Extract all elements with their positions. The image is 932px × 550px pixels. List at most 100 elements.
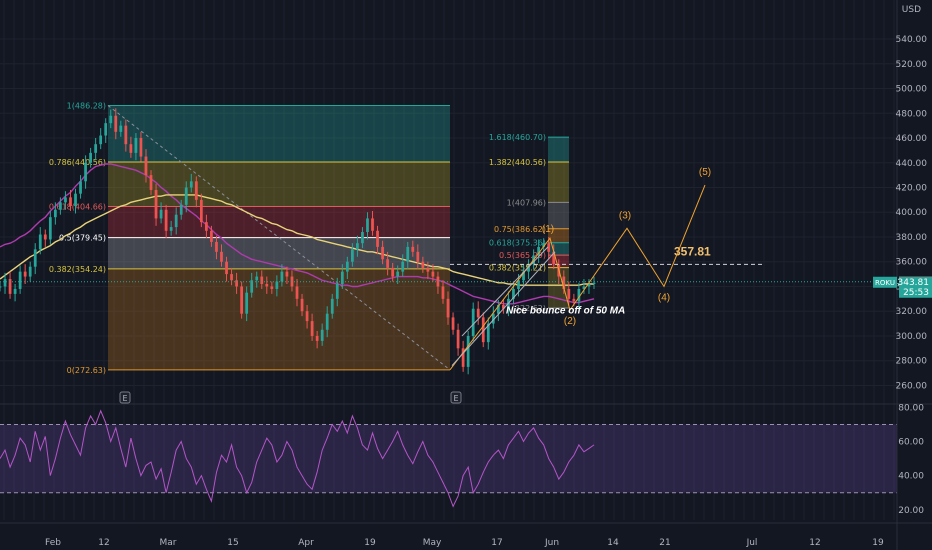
candle-body [431,271,435,277]
candle-body [280,271,284,282]
price-tick-label: 500.00 [896,85,928,95]
candle-body [315,335,319,341]
candle-body [527,264,530,272]
candle-body [199,199,203,223]
rsi-pane [0,409,897,508]
candle-body [461,348,465,367]
candle-body [441,286,445,299]
time-tick-label: 12 [98,538,109,548]
candle-body [270,286,274,289]
candle-body [184,187,188,205]
fib-zone-right [548,162,569,203]
price-tick-label: 380.00 [896,233,928,243]
candle-body [401,261,405,272]
candle-body [351,249,354,262]
candle-body [255,276,259,281]
candle-body [164,209,168,231]
wave-label: (4) [658,292,670,303]
candle-body [305,311,309,322]
candle-body [215,241,218,252]
candle-body [356,243,359,250]
candle-body [376,230,379,247]
currency-label: USD [902,5,921,15]
price-tick-label: 520.00 [896,60,928,70]
candle-body [109,115,113,124]
elliott-wave-path [449,184,706,371]
rsi-line [0,409,595,508]
candle-body [340,271,344,284]
candle-body [154,189,158,219]
time-tick-label: 14 [607,538,619,548]
candle-body [325,313,329,330]
candle-body [406,246,410,262]
candle-body [245,292,249,314]
candle-body [330,298,334,314]
candle-body [129,144,133,153]
candle-body [250,280,254,293]
candle-body [0,286,2,288]
price-tick-label: 420.00 [896,183,928,193]
candle-body [582,286,586,289]
fib-zone-left [108,237,450,269]
candle-body [542,243,546,247]
candle-body [33,249,37,267]
fib-zone-right [548,137,569,163]
time-tick-label: 21 [659,538,670,548]
price-tick-label: 400.00 [896,208,928,218]
candle-body [300,298,304,312]
candle-body [426,267,430,272]
fib-trend-line [107,105,451,371]
time-tick-label: 12 [809,538,820,548]
candle-body [235,280,238,287]
earnings-marker [450,391,462,404]
candle-body [124,125,128,145]
fib-level-label-right: 0.618(375.36) [489,239,546,248]
candle-body [371,218,374,231]
candle-body [265,283,269,287]
candle-body [562,276,566,289]
candle-body [59,202,62,210]
fib-level-label-right: 0.382(355.21) [489,264,546,273]
fib-zone-left [108,162,450,207]
candle-body [220,251,223,262]
annotations: 357.81 (1) (2) (3) (4) (5) Nice bounce off of … [0,167,897,404]
candle-body [391,267,395,277]
candle-body [361,232,364,244]
candle-body [471,308,475,336]
candle-body [94,144,98,153]
time-tick-label: 15 [227,538,238,548]
candle-body [522,271,525,281]
rsi-band-fill [0,424,897,493]
wave-label: (5) [699,167,711,178]
fib-zone-left [108,206,450,238]
candle-body [28,266,32,277]
fib-zone-right [548,242,569,256]
earnings-marker [119,391,131,404]
fib-zone-right [548,202,569,229]
candle-body [260,276,264,284]
candle-body [3,279,7,287]
time-tick-label: 17 [491,538,502,548]
candle-body [194,181,198,200]
candle-body [381,246,384,260]
candle-body [210,230,213,242]
countdown-label: 25:53 [903,288,929,298]
last-price-badge [899,276,932,298]
price-tick-label: 260.00 [896,381,928,391]
annotation-text: Nice bounce off of 50 MA [506,306,625,317]
candle-body [547,243,551,252]
fib-zones: 1(486.28) 0.786(440.56) 0.618(404.66) 0.5(3… [49,101,569,375]
price-tick-label: 460.00 [896,134,928,144]
fib-level-label-left: 0.786(440.56) [49,158,106,167]
candle-body [134,138,138,153]
candle-body [104,123,108,136]
candle-body [54,209,57,218]
time-tick-label: May [423,538,442,548]
target-level-label: 357.81 [674,244,711,258]
rsi-tick-label: 20.00 [898,506,924,516]
candle-body [89,152,92,163]
candle-body [43,234,47,240]
